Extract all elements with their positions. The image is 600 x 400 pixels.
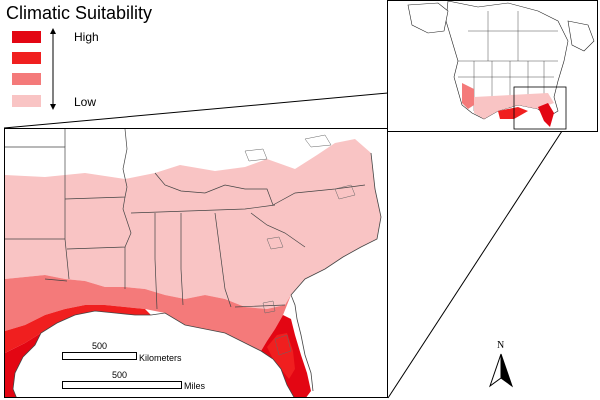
mi-scale-bar: [62, 381, 182, 389]
legend-swatch-highest: [12, 31, 41, 43]
inset-map-canvas: [407, 1, 595, 130]
legend-swatch-low: [12, 95, 41, 107]
region-high-suitability: [5, 305, 151, 353]
km-scale-value: 500: [92, 341, 108, 351]
gulf-of-mexico: [13, 311, 294, 397]
region-medium-suitability: [5, 275, 291, 351]
map-legend: Climatic Suitability High Low: [0, 0, 190, 120]
legend-double-arrow-icon: [50, 28, 56, 110]
mi-scale-unit: Miles: [184, 381, 206, 391]
inset-map-north-america: [387, 0, 598, 132]
north-arrow-icon: [489, 353, 513, 388]
legend-swatch-high: [12, 52, 41, 64]
main-map-southeast-us: [4, 128, 388, 398]
km-scale-bar: [62, 352, 137, 360]
legend-low-label: Low: [74, 95, 97, 109]
legend-swatch-medium: [12, 73, 41, 85]
north-arrow-label: N: [497, 340, 505, 351]
main-map-canvas: [5, 129, 387, 397]
region-low-suitability: [5, 139, 381, 309]
mi-scale-value: 500: [112, 370, 128, 380]
km-scale-unit: Kilometers: [139, 353, 182, 363]
legend-title: Climatic Suitability: [6, 3, 153, 23]
legend-high-label: High: [74, 30, 99, 44]
state-boundaries: [5, 129, 366, 310]
